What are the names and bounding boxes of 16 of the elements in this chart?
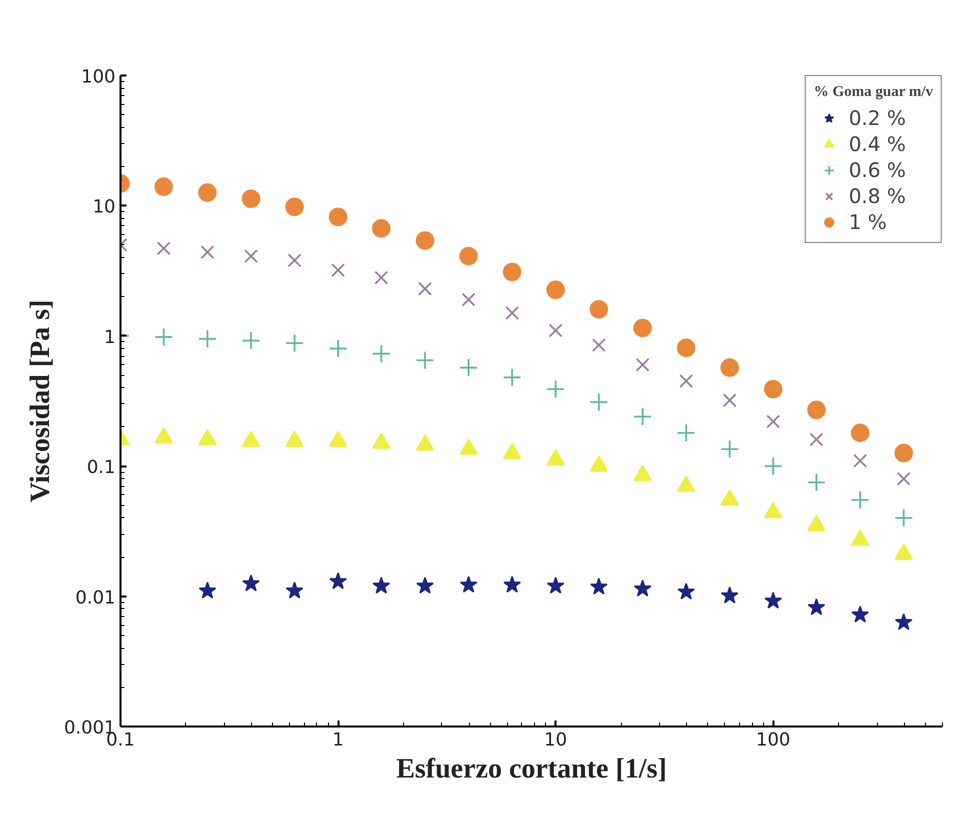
y-tick-label: 0.01 [75, 587, 116, 608]
y-tick-label: 100 [81, 66, 116, 88]
x-axis-title: Esfuerzo cortante [1/s] [396, 754, 667, 784]
x-tick-label: 1 [332, 730, 344, 750]
legend-label: 0.2 % [848, 106, 906, 130]
y-axis-title: Viscosidad [Pa s] [24, 300, 56, 502]
y-tick-label: 1 [104, 326, 116, 348]
y-tick-label: 10 [92, 196, 116, 218]
y-tick-label: 0.1 [86, 457, 116, 478]
legend-label: 0.4 % [848, 132, 906, 156]
x-tick-label: 10 [544, 730, 568, 750]
x-tick-label: 100 [756, 730, 790, 750]
legend-label: 1 % [848, 210, 887, 234]
legend-label: 0.8 % [848, 184, 906, 208]
legend-title: % Goma guar m/v [814, 84, 933, 101]
legend-label: 0.6 % [848, 158, 906, 182]
